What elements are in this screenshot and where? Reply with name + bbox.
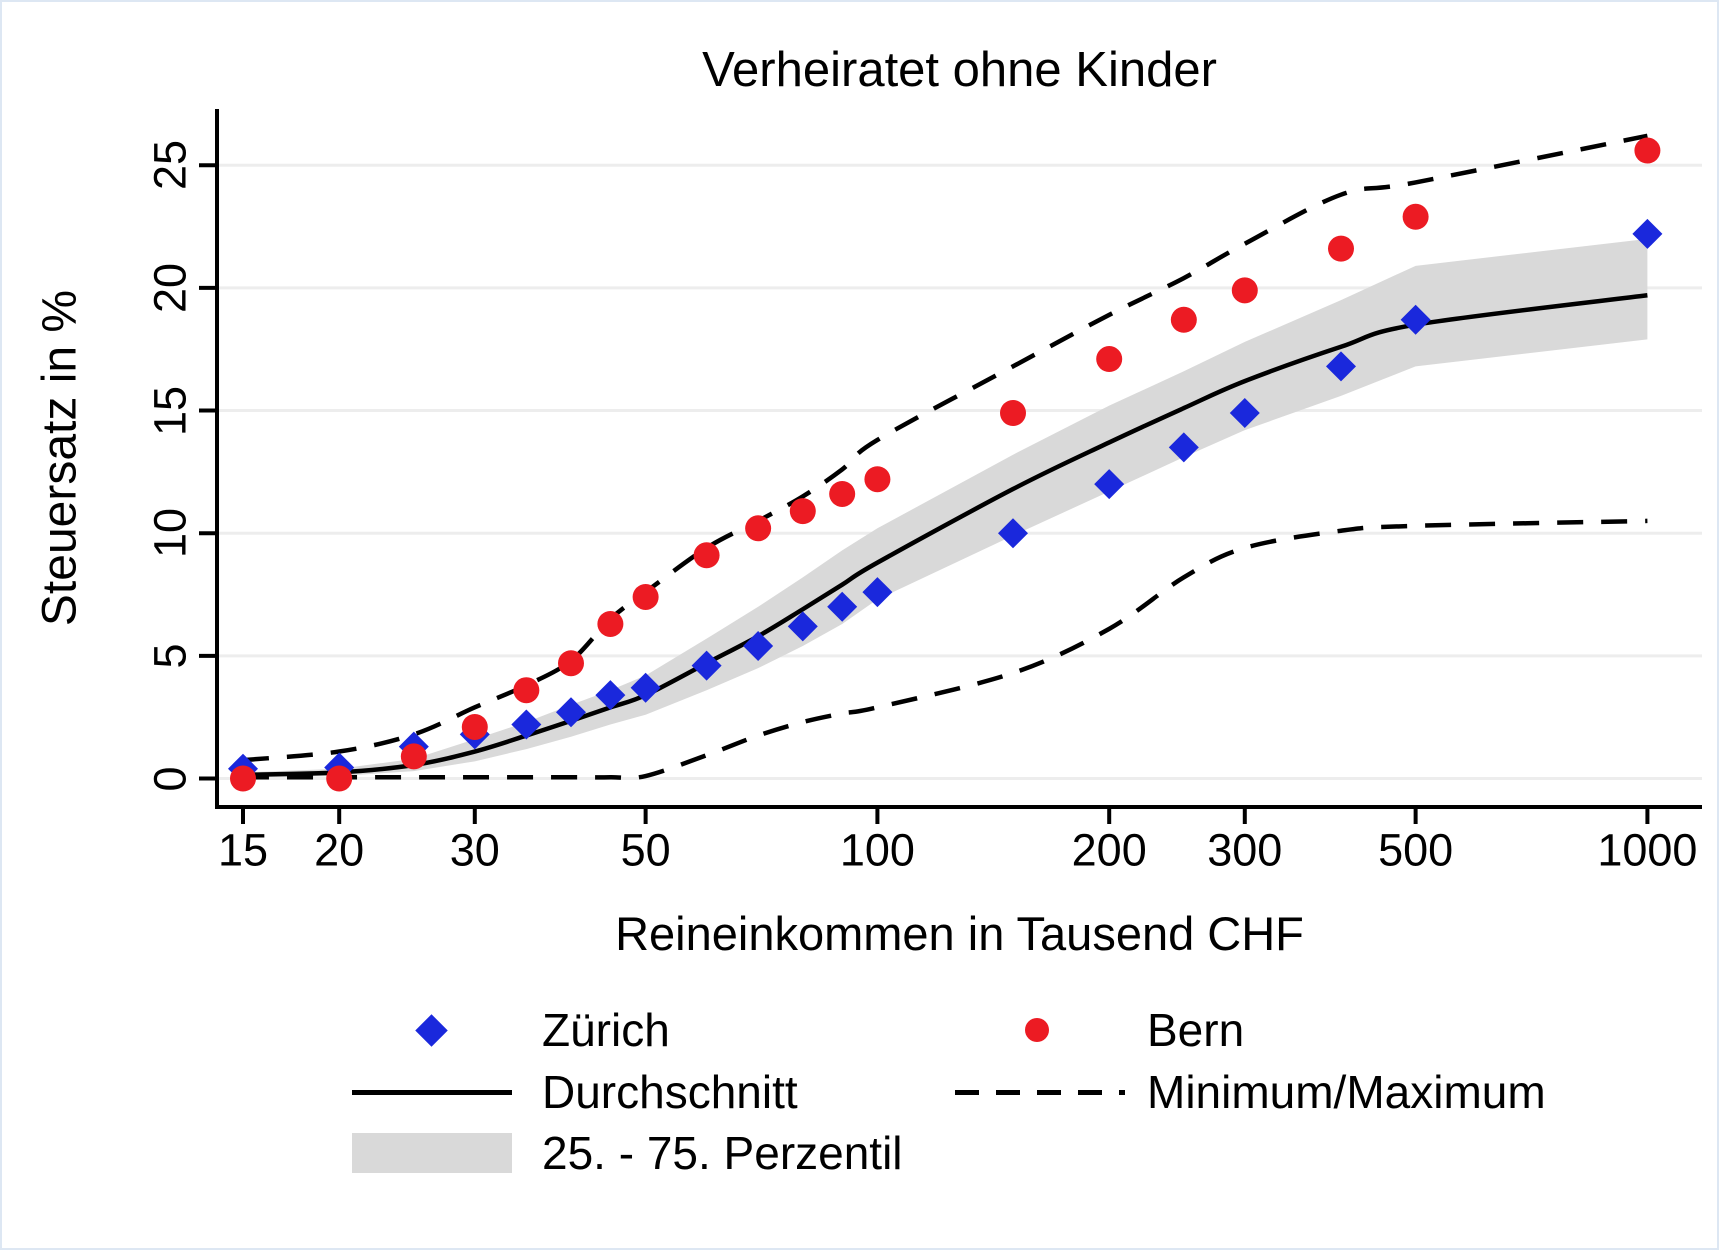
zurich-point-50 — [630, 672, 661, 703]
legend-zurich-label: Zürich — [542, 1004, 670, 1056]
bern-point-200 — [1096, 346, 1123, 373]
legend-minmax-dashed-line-icon — [955, 1090, 1125, 1095]
bern-point-90 — [829, 480, 856, 507]
zurich-point-35 — [511, 709, 542, 740]
legend-bern-dot-icon — [1025, 1018, 1049, 1042]
x-tick-label-500: 500 — [1378, 824, 1454, 876]
zurich-point-500 — [1400, 304, 1431, 335]
y-tick-label-5: 5 — [144, 643, 196, 669]
minimum-line — [243, 518, 1648, 781]
y-tick-label-25: 25 — [144, 140, 196, 191]
bern-point-50 — [632, 583, 659, 610]
zurich-point-200 — [1094, 469, 1125, 500]
y-tick-label-10: 10 — [144, 508, 196, 559]
chart-title: Verheiratet ohne Kinder — [702, 43, 1217, 97]
x-axis-title: Reineinkommen in Tausend CHF — [615, 907, 1304, 960]
bern-point-40 — [557, 650, 584, 677]
tick-marks — [199, 163, 1650, 824]
bern-point-35 — [513, 677, 540, 704]
bern-point-150 — [1000, 400, 1026, 427]
bern-point-100 — [864, 466, 891, 493]
x-tick-label-1000: 1000 — [1597, 824, 1698, 876]
bern-point-300 — [1231, 277, 1258, 304]
zurich-point-60 — [691, 650, 722, 681]
zurich-point-90 — [827, 591, 858, 622]
bern-point-1000 — [1634, 137, 1661, 164]
legend-percentile-band-icon — [352, 1133, 512, 1173]
legend-bern-label: Bern — [1147, 1004, 1245, 1056]
zurich-point-300 — [1229, 398, 1260, 429]
y-tick-label-15: 15 — [144, 385, 196, 436]
zurich-point-45 — [595, 680, 626, 711]
zurich-point-80 — [787, 611, 818, 642]
zurich-point-250 — [1168, 432, 1199, 463]
x-tick-label-30: 30 — [449, 824, 500, 876]
bern-point-80 — [789, 498, 816, 525]
zurich-point-100 — [862, 577, 893, 608]
zurich-point-150 — [998, 518, 1028, 549]
legend-mean-label: Durchschnitt — [542, 1066, 798, 1118]
maximum-line — [242, 133, 1648, 763]
x-tick-label-200: 200 — [1071, 824, 1147, 876]
bern-point-20 — [326, 765, 353, 792]
zurich-point-1000 — [1632, 218, 1663, 249]
y-tick-label-0: 0 — [144, 765, 196, 792]
zurich-point-40 — [555, 697, 586, 728]
bern-point-60 — [693, 542, 720, 569]
mean-line — [242, 293, 1648, 778]
x-tick-label-100: 100 — [839, 824, 915, 876]
bern-point-30 — [461, 713, 488, 740]
bern-point-500 — [1402, 203, 1429, 230]
x-tick-label-20: 20 — [314, 824, 365, 876]
bern-point-70 — [745, 515, 772, 542]
bern-point-25 — [400, 743, 427, 770]
x-tick-label-300: 300 — [1207, 824, 1283, 876]
bern-point-15 — [230, 765, 256, 792]
legend-mean-line-icon — [352, 1090, 512, 1095]
y-tick-label-20: 20 — [144, 262, 196, 313]
zurich-point-70 — [743, 631, 774, 662]
percentile-band-area — [243, 238, 1648, 778]
bern-points — [230, 137, 1661, 792]
legend-minmax-label: Minimum/Maximum — [1147, 1066, 1546, 1118]
legend-percentile-label: 25. - 75. Perzentil — [542, 1127, 903, 1179]
bern-point-45 — [597, 610, 624, 637]
zurich-point-400 — [1325, 351, 1356, 382]
bern-point-400 — [1327, 235, 1354, 262]
x-tick-label-15: 15 — [217, 824, 269, 876]
x-tick-label-50: 50 — [620, 824, 671, 876]
bern-point-250 — [1170, 306, 1197, 333]
